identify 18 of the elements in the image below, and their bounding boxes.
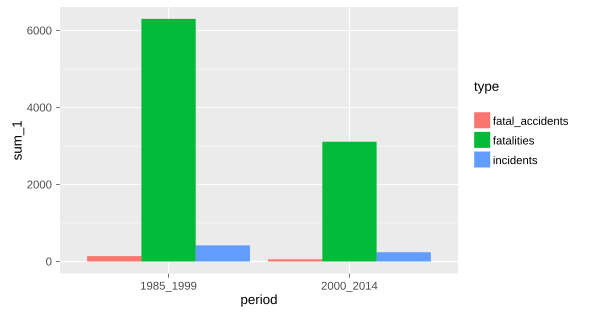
legend-label: incidents: [494, 156, 538, 164]
bar: [376, 252, 431, 262]
x-axis-title: period: [241, 294, 277, 307]
y-tick-label: 2000: [27, 180, 52, 189]
legend-label: fatalities: [493, 136, 534, 145]
bar: [87, 256, 142, 262]
x-tick-label: 2000_2014: [322, 282, 378, 292]
bar: [196, 246, 250, 262]
y-tick-label: 6000: [27, 26, 52, 35]
y-tick-label: 0: [46, 258, 52, 266]
legend-label: fatal_accidents: [493, 116, 568, 128]
bar: [141, 19, 196, 262]
bar: [268, 259, 322, 262]
x-tick-label: 1985_1999: [141, 282, 196, 292]
legend-title: type: [474, 82, 499, 94]
y-axis-title: sum_1: [12, 121, 24, 160]
y-tick-label: 4000: [26, 104, 52, 112]
bar: [322, 142, 377, 262]
